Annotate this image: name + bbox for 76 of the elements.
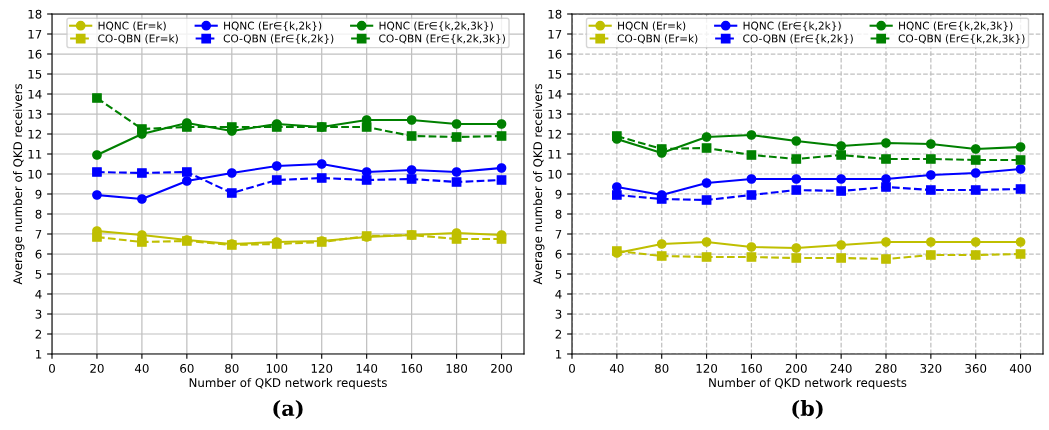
x-tick-label: 0 <box>49 363 55 373</box>
x-tick-label: 100 <box>266 363 288 373</box>
y-tick-label: 3 <box>555 309 562 319</box>
legend-label: CO-QBN (Er∈{k,2k,3k}) <box>379 34 505 44</box>
y-tick-label: 15 <box>548 69 562 79</box>
x-tick-label: 40 <box>609 363 624 373</box>
y-tick-label: 1 <box>556 349 562 359</box>
legend-label: HQNC (Er=k) <box>98 21 166 31</box>
legend-label: HQCN (Er=k) <box>618 21 686 31</box>
y-tick-label: 14 <box>28 89 42 99</box>
y-tick-label: 2 <box>555 329 562 339</box>
y-tick-label: 16 <box>548 49 562 59</box>
x-tick-label: 200 <box>785 363 807 373</box>
x-tick-label: 160 <box>741 363 762 373</box>
y-tick-label: 12 <box>548 129 562 139</box>
x-tick-label: 80 <box>655 363 669 373</box>
legend-label: CO-QBN (Er∈{k,2k,3k}) <box>898 34 1025 44</box>
legend-label: CO-QBN (Er=k) <box>617 34 698 44</box>
text: (a) <box>273 399 303 419</box>
y-tick-label: 2 <box>35 329 42 339</box>
y-tick-label: 11 <box>28 149 42 159</box>
y-tick-label: 14 <box>548 89 562 99</box>
x-tick-label: 80 <box>225 363 239 373</box>
y-tick-label: 16 <box>28 49 42 59</box>
y-tick-label: 18 <box>548 9 562 19</box>
y-tick-label: 17 <box>28 29 42 39</box>
x-tick-label: 120 <box>696 363 718 373</box>
y-tick-label: 15 <box>28 69 42 79</box>
y-tick-label: 18 <box>28 9 42 19</box>
legend-label: HQNC (Er∈{k,2k,3k}) <box>379 21 493 32</box>
y-tick-label: 1 <box>36 349 42 359</box>
legend-label: CO-QBN (Er=k) <box>98 34 178 44</box>
x-tick-label: 60 <box>180 363 194 373</box>
x-tick-label: 180 <box>446 363 468 373</box>
y-tick-label: 4 <box>35 289 42 299</box>
y-tick-label: 4 <box>555 289 562 299</box>
x-tick-label: 20 <box>90 363 104 373</box>
x-tick-label: 320 <box>920 363 942 373</box>
y-tick-label: 11 <box>548 149 562 159</box>
legend-label: HQNC (Er∈{k,2k}) <box>743 21 841 32</box>
y-tick-label: 12 <box>28 129 42 139</box>
y-tick-label: 10 <box>548 169 562 179</box>
y-axis-title: Average number of QKD receivers <box>533 83 545 285</box>
x-tick-label: 120 <box>311 363 333 373</box>
y-tick-label: 6 <box>555 249 562 259</box>
y-tick-label: 8 <box>555 209 562 219</box>
legend-label: HQNC (Er∈{k,2k}) <box>224 21 322 32</box>
y-tick-label: 6 <box>35 249 42 259</box>
text: (b) <box>792 399 823 419</box>
y-tick-label: 13 <box>548 109 562 119</box>
y-tick-label: 17 <box>548 29 562 39</box>
y-tick-label: 13 <box>28 109 42 119</box>
y-tick-label: 8 <box>35 209 42 219</box>
x-tick-label: 360 <box>965 363 987 373</box>
legend-label: CO-QBN (Er∈{k,2k}) <box>223 34 334 44</box>
x-tick-label: 240 <box>830 363 852 373</box>
x-tick-label: 280 <box>875 363 897 373</box>
x-axis-title: Number of QKD network requests <box>189 377 387 390</box>
x-tick-label: 400 <box>1009 363 1032 373</box>
y-tick-label: 5 <box>555 269 562 279</box>
y-tick-label: 7 <box>555 229 562 239</box>
y-tick-label: 9 <box>35 189 42 199</box>
x-tick-label: 0 <box>569 363 575 373</box>
y-tick-label: 10 <box>28 169 42 179</box>
legend-label: CO-QBN (Er∈{k,2k}) <box>743 34 853 44</box>
y-tick-label: 3 <box>35 309 42 319</box>
y-axis-title: Average number of QKD receivers <box>13 83 25 285</box>
x-axis-title: Number of QKD network requests <box>709 377 907 390</box>
y-tick-label: 9 <box>555 189 562 199</box>
x-tick-label: 40 <box>134 363 149 373</box>
x-tick-label: 200 <box>491 363 513 373</box>
y-tick-label: 7 <box>35 229 42 239</box>
x-tick-label: 160 <box>401 363 423 373</box>
x-tick-label: 140 <box>356 363 378 373</box>
legend-label: HQNC (Er∈{k,2k,3k}) <box>899 21 1013 32</box>
y-tick-label: 5 <box>35 269 42 279</box>
